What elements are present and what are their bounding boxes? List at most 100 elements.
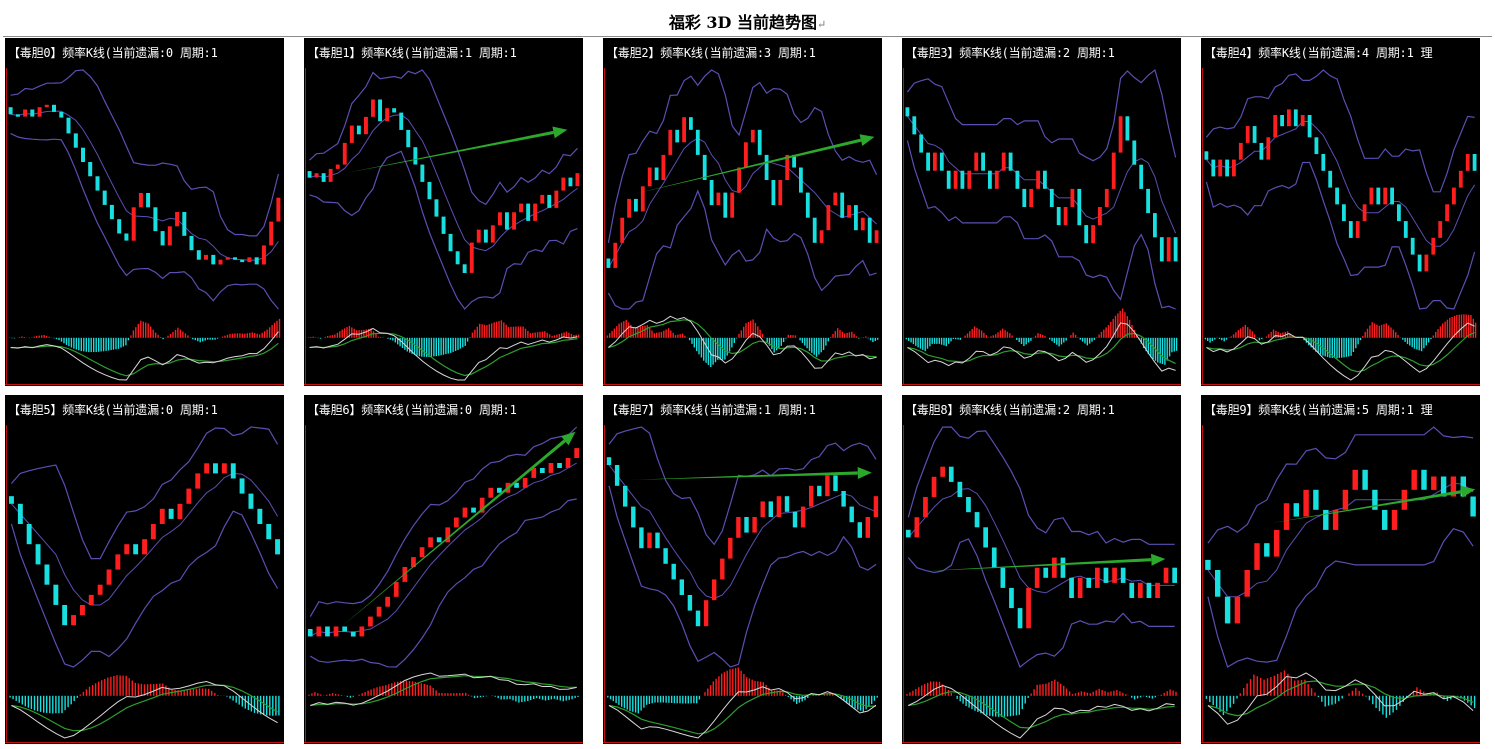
candle [52,104,56,112]
band-lower-line [309,150,578,310]
candle [1352,469,1358,490]
candle [26,524,32,545]
candle [1036,170,1040,189]
trend-arrow-shaft [632,138,862,195]
candle [1063,207,1068,226]
candle [631,506,636,528]
candle [940,466,945,477]
candle [356,125,361,135]
candle [819,230,824,243]
candle [1043,567,1049,578]
candle [411,557,416,567]
candle [1323,509,1329,530]
oscillator-fast-line [10,331,279,381]
candle [857,522,862,538]
oscillator-slow-line [10,342,279,377]
candle [647,532,652,549]
candle [342,142,347,165]
candle [654,167,659,181]
candle [905,529,911,538]
chart-panel-0: 【毒胆0】频率K线(当前遗漏:0 周期:1 [5,38,284,386]
chart-canvas [1201,68,1480,385]
candle [59,111,64,118]
chart-panel-2: 【毒胆2】频率K线(当前遗漏:3 周期:1 [603,38,882,386]
candle [106,569,112,585]
candle [307,629,313,637]
trend-arrow-head [560,431,576,446]
candle [1103,567,1109,583]
candle [991,547,997,568]
candle [1163,567,1169,583]
candle [661,154,666,180]
candle [1098,207,1102,226]
candle [1431,476,1437,490]
band-lower-line [608,485,877,668]
candle [805,192,810,218]
candle [514,482,519,488]
candle [1049,188,1054,207]
candle [764,154,769,180]
candle [768,501,773,517]
candle [620,217,625,243]
candle [1077,577,1083,598]
candle [860,217,865,231]
candle [663,548,668,564]
candle [269,221,274,246]
candle [948,466,954,482]
band-lower-line [907,538,1175,668]
candle [1077,188,1082,226]
candle [1095,567,1100,588]
candle [695,610,701,627]
chart-title: 【毒胆8】频率K线(当前遗漏:2 周期:1 [905,403,1115,417]
candle [1244,570,1250,597]
candle [483,229,488,243]
oscillator-slow-line [11,684,278,732]
band-middle-line [607,137,877,269]
candle [1362,469,1368,490]
band-middle-line [907,488,1175,594]
chart-canvas [304,425,583,743]
chart-title: 【毒胆0】频率K线(当前遗漏:0 周期:1 [8,46,218,60]
candle [554,190,559,208]
candle [687,595,693,611]
candle [914,517,920,538]
candle [565,458,571,468]
candle [1146,188,1150,214]
candle [333,626,339,637]
candle [17,503,23,524]
candle [730,192,735,218]
candle [385,108,390,122]
candle [736,517,741,538]
candle [1417,254,1422,272]
candle [476,229,481,243]
candle [574,448,579,458]
candle [826,205,831,231]
candle [623,485,628,507]
band-upper-line [309,69,578,206]
candle [497,487,502,493]
oscillator-fast-line [608,686,877,739]
candle [462,507,468,518]
chart-title: 【毒胆3】频率K线(当前遗漏:2 周期:1 [905,46,1115,60]
candle [744,517,749,533]
candle [919,134,924,153]
candle [335,164,340,169]
candle [1205,559,1211,570]
candle [153,207,158,232]
candle [716,192,721,206]
candle [784,496,790,512]
candle [133,544,139,555]
candle [689,117,693,130]
band-lower-line [1207,527,1474,668]
candle [540,468,545,473]
candle [1397,204,1401,222]
candle [1321,154,1326,171]
candle [1173,237,1178,262]
candle [702,154,707,180]
candle [1056,207,1061,226]
candle [1314,137,1319,155]
candle [874,230,879,243]
candle [1139,164,1144,189]
band-upper-line [309,426,578,617]
candle [376,606,382,617]
